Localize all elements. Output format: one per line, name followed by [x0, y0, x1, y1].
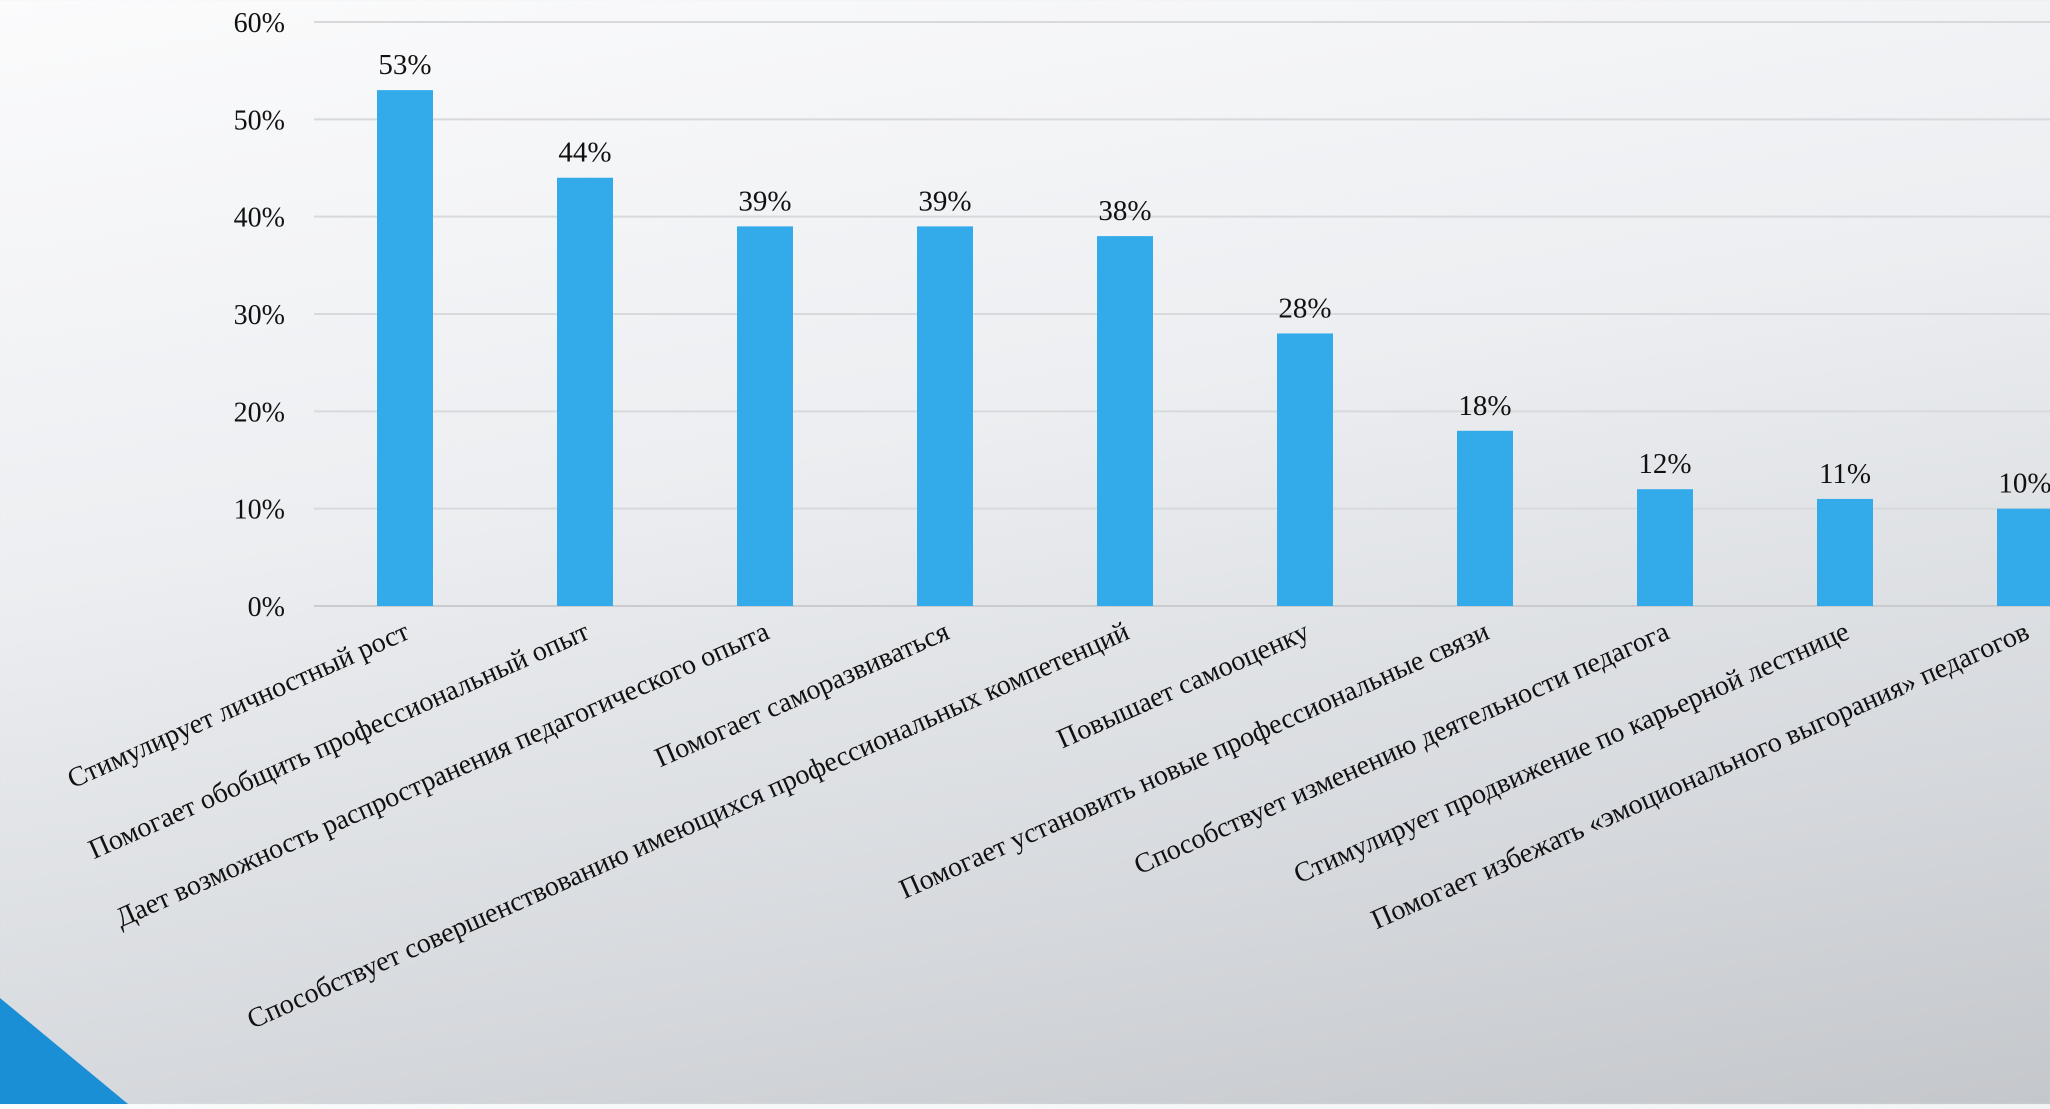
- corner-accent-triangle: [0, 998, 128, 1104]
- data-label: 38%: [1098, 195, 1151, 227]
- bar: [557, 177, 613, 606]
- y-tick-label: 20%: [234, 397, 285, 428]
- data-label: 44%: [558, 137, 611, 169]
- x-tick-label: Помогает саморазвиваться: [650, 616, 954, 774]
- data-label: 39%: [738, 185, 791, 217]
- bar: [1277, 333, 1333, 606]
- bar: [377, 90, 433, 607]
- bar: [1637, 489, 1693, 606]
- y-tick-label: 40%: [234, 203, 285, 234]
- data-label: 11%: [1819, 458, 1871, 490]
- x-tick-label: Дает возможность распространения педагог…: [111, 616, 775, 934]
- data-label: 10%: [1998, 468, 2050, 500]
- data-label: 53%: [378, 49, 431, 81]
- bar: [1457, 430, 1513, 606]
- bar: [1817, 498, 1873, 606]
- y-tick-label: 60%: [234, 8, 285, 39]
- bar: [917, 226, 973, 606]
- data-label: 28%: [1278, 292, 1331, 324]
- y-tick-label: 30%: [234, 300, 285, 331]
- bar: [1097, 236, 1153, 606]
- x-tick-label: Помогает избежать «эмоционального выгора…: [1367, 616, 2034, 936]
- bar: [737, 226, 793, 606]
- y-tick-label: 50%: [234, 105, 285, 136]
- data-label: 18%: [1458, 390, 1511, 422]
- data-label: 12%: [1638, 448, 1691, 480]
- data-label: 39%: [918, 185, 971, 217]
- y-tick-label: 0%: [248, 592, 285, 623]
- y-tick-label: 10%: [234, 495, 285, 526]
- bar: [1997, 508, 2050, 606]
